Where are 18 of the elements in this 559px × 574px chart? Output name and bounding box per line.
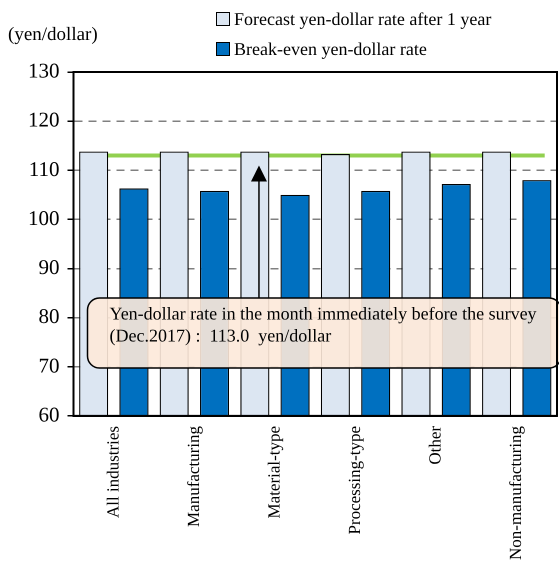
y-tick-label: 100 <box>28 206 60 230</box>
y-tick-label: 70 <box>38 353 60 378</box>
x-tick-label: Material-type <box>264 426 284 518</box>
legend-label: Break-even yen-dollar rate <box>234 38 427 61</box>
x-tick-label: All industries <box>103 426 122 518</box>
x-tick-label: Other <box>426 426 445 465</box>
annotation: Yen-dollar rate in the month immediately before the survey (Dec.2017) : 113.0 yen/dollar <box>110 304 537 346</box>
y-tick-label: 120 <box>28 108 60 132</box>
x-tick-label: Manufacturing <box>184 425 203 527</box>
y-axis-title: (yen/dollar) <box>8 24 98 46</box>
x-tick-label: Non-manufacturing <box>506 425 526 560</box>
y-tick-label: 80 <box>38 304 60 328</box>
y-tick-label: 110 <box>28 156 60 181</box>
legend-label: Forecast yen-dollar rate after 1 year <box>234 8 492 31</box>
y-tick-label: 130 <box>28 58 60 83</box>
y-tick-label: 60 <box>38 402 60 426</box>
x-tick-label: Processing-type <box>345 426 364 535</box>
y-tick-label: 90 <box>38 255 60 280</box>
